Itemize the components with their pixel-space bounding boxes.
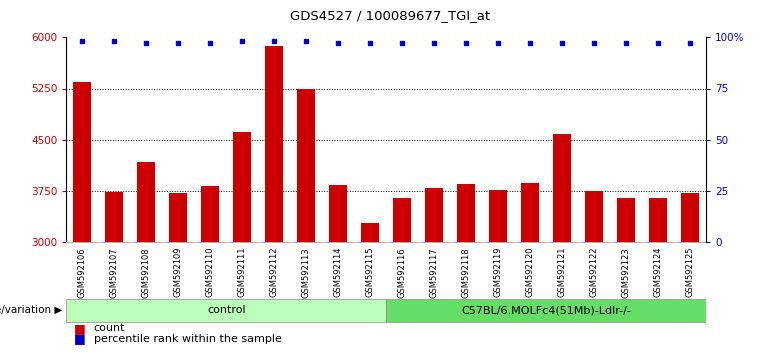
Text: GSM592111: GSM592111 (238, 247, 246, 297)
Bar (137, 162, 155, 242)
Text: GSM592120: GSM592120 (526, 247, 534, 297)
Bar (585, 191, 603, 242)
Text: GSM592107: GSM592107 (110, 247, 119, 297)
Text: GSM592112: GSM592112 (270, 247, 278, 297)
Text: GSM592117: GSM592117 (430, 247, 438, 297)
Text: GSM592115: GSM592115 (366, 247, 374, 297)
Text: ■: ■ (74, 322, 86, 335)
Text: C57BL/6.MOLFc4(51Mb)-Ldlr-/-: C57BL/6.MOLFc4(51Mb)-Ldlr-/- (461, 305, 631, 315)
Bar (489, 190, 507, 242)
Bar (649, 198, 667, 242)
Bar (233, 132, 251, 242)
Bar (521, 183, 539, 242)
Bar (201, 186, 219, 242)
Bar (105, 192, 123, 242)
Text: control: control (207, 305, 246, 315)
Bar (425, 188, 443, 242)
Bar (553, 135, 571, 242)
Text: GSM592114: GSM592114 (334, 247, 342, 297)
Bar (681, 193, 699, 242)
Bar (73, 82, 91, 242)
Text: GSM592116: GSM592116 (398, 247, 406, 297)
Text: GSM592108: GSM592108 (142, 247, 151, 297)
Text: GSM592119: GSM592119 (494, 247, 502, 297)
Text: GDS4527 / 100089677_TGI_at: GDS4527 / 100089677_TGI_at (290, 9, 490, 22)
Text: GSM592123: GSM592123 (622, 247, 630, 297)
Bar (617, 198, 635, 242)
Bar (66, 299, 386, 321)
Bar (457, 184, 475, 242)
Bar (169, 193, 187, 242)
Text: percentile rank within the sample: percentile rank within the sample (94, 334, 282, 344)
Text: GSM592124: GSM592124 (654, 247, 662, 297)
Text: count: count (94, 323, 125, 333)
Text: GSM592109: GSM592109 (174, 247, 183, 297)
Bar (329, 185, 347, 242)
Text: GSM592125: GSM592125 (686, 247, 694, 297)
Text: GSM592106: GSM592106 (78, 247, 87, 297)
Bar (265, 46, 283, 242)
Text: GSM592122: GSM592122 (590, 247, 598, 297)
Text: GSM592110: GSM592110 (206, 247, 215, 297)
Bar (386, 299, 706, 321)
Text: ■: ■ (74, 332, 86, 345)
Text: GSM592113: GSM592113 (302, 247, 310, 297)
Bar (361, 223, 379, 242)
Text: GSM592121: GSM592121 (558, 247, 566, 297)
Bar (297, 88, 315, 242)
Text: GSM592118: GSM592118 (462, 247, 470, 297)
Bar (393, 198, 411, 242)
Text: genotype/variation ▶: genotype/variation ▶ (0, 305, 62, 315)
